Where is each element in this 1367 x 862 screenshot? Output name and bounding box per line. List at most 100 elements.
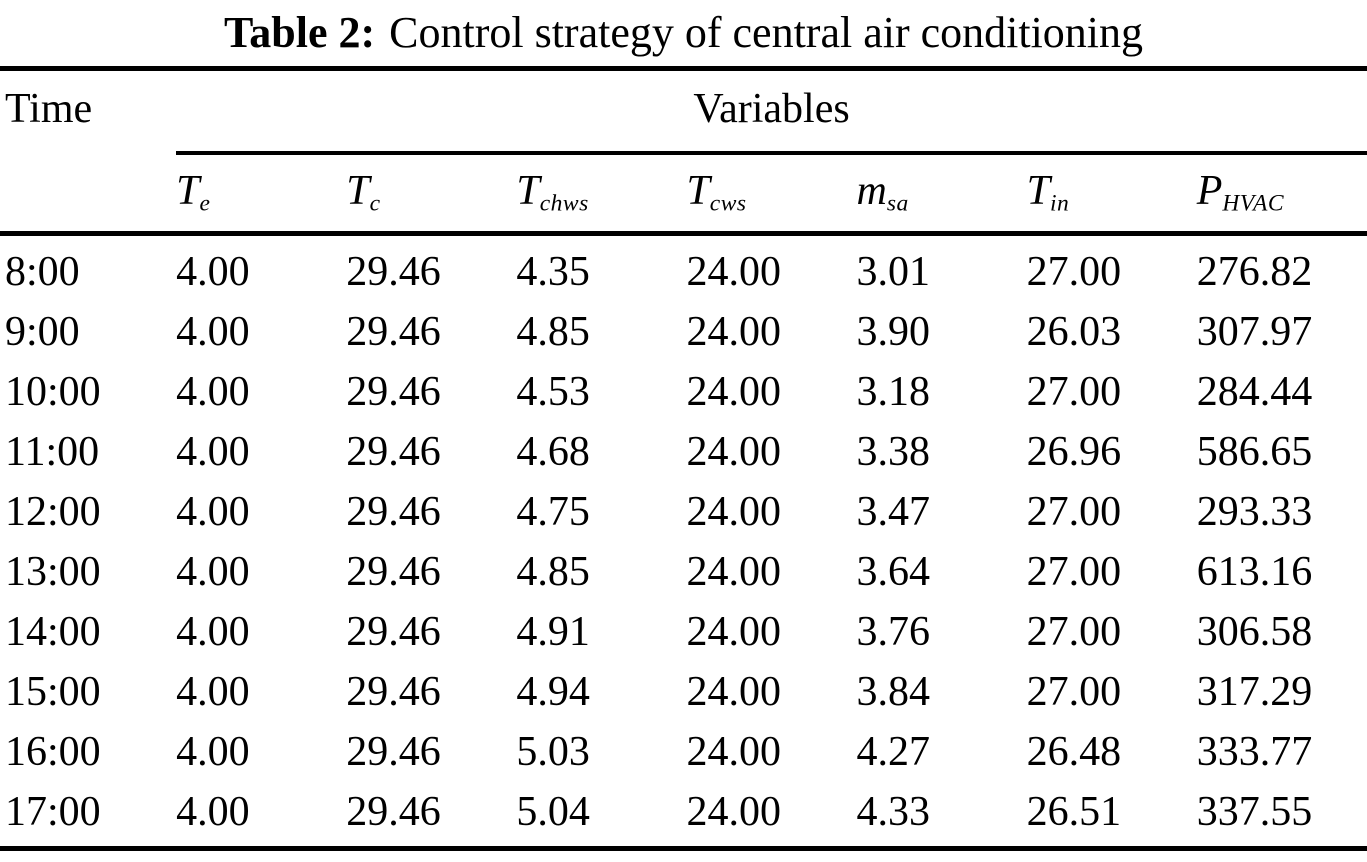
time-column-header: Time: [0, 68, 177, 236]
value-cell: 4.00: [176, 729, 250, 775]
value-cell: 29.46: [346, 489, 441, 535]
value-cell: 3.84: [856, 669, 931, 715]
table-row: 17:00 4.00 29.46 5.04 24.00 4.33 26.51 337.55: [0, 782, 1367, 849]
value-cell: 4.85: [516, 309, 590, 355]
value-cell: 5.04: [516, 789, 590, 835]
table-row: 14:00 4.00 29.46 4.91 24.00 3.76 27.00 306.58: [0, 602, 1367, 662]
value-cell: 24.00: [686, 729, 781, 775]
value-cell: 4.33: [856, 789, 931, 835]
value-cell: 333.77: [1196, 729, 1313, 775]
variable-header-row: Te Tc Tchws Tcws msa Tin PHVAC: [0, 151, 1367, 236]
value-cell: 4.35: [516, 249, 590, 295]
value-cell: 4.75: [516, 489, 590, 535]
value-cell: 3.64: [856, 549, 931, 595]
table-row: 16:00 4.00 29.46 5.03 24.00 4.27 26.48 333.77: [0, 722, 1367, 782]
value-cell: 27.00: [1026, 609, 1122, 655]
column-header-Tin: Tin: [1026, 151, 1197, 236]
value-cell: 24.00: [686, 369, 781, 415]
value-cell: 24.00: [686, 309, 781, 355]
value-cell: 29.46: [346, 549, 441, 595]
value-cell: 29.46: [346, 669, 441, 715]
table-body: 8:00 4.00 29.46 4.35 24.00 3.01 27.00 276.82 9:0…: [0, 234, 1367, 849]
value-cell: 24.00: [686, 249, 781, 295]
value-cell: 24.00: [686, 669, 781, 715]
value-cell: 4.00: [176, 669, 250, 715]
value-cell: 26.96: [1026, 429, 1122, 475]
value-cell: 4.94: [516, 669, 590, 715]
value-cell: 613.16: [1196, 549, 1313, 595]
value-cell: 29.46: [346, 309, 441, 355]
value-cell: 4.27: [856, 729, 931, 775]
column-header-Tchws: Tchws: [516, 151, 687, 236]
value-cell: 4.00: [176, 249, 250, 295]
value-cell: 586.65: [1196, 429, 1313, 475]
time-cell: 14:00: [5, 609, 101, 655]
value-cell: 3.76: [856, 609, 931, 655]
value-cell: 337.55: [1196, 789, 1313, 835]
time-cell: 9:00: [5, 309, 80, 355]
value-cell: 24.00: [686, 429, 781, 475]
column-header-PHVAC: PHVAC: [1196, 151, 1367, 236]
table-row: 10:00 4.00 29.46 4.53 24.00 3.18 27.00 284.44: [0, 362, 1367, 422]
value-cell: 26.03: [1026, 309, 1122, 355]
value-cell: 4.00: [176, 549, 250, 595]
value-cell: 4.91: [516, 609, 590, 655]
value-cell: 24.00: [686, 789, 781, 835]
value-cell: 4.00: [176, 489, 250, 535]
table-header: Time Variables Te Tc Tchws Tcws msa Tin …: [0, 68, 1367, 236]
value-cell: 293.33: [1196, 489, 1313, 535]
column-header-Tcws: Tcws: [686, 151, 857, 236]
value-cell: 29.46: [346, 609, 441, 655]
value-cell: 29.46: [346, 429, 441, 475]
value-cell: 26.51: [1026, 789, 1122, 835]
time-cell: 11:00: [5, 429, 100, 475]
column-header-msa: msa: [856, 151, 1027, 236]
value-cell: 24.00: [686, 489, 781, 535]
value-cell: 3.18: [856, 369, 931, 415]
value-cell: 5.03: [516, 729, 590, 775]
time-cell: 13:00: [5, 549, 101, 595]
table-row: 9:00 4.00 29.46 4.85 24.00 3.90 26.03 307.97: [0, 302, 1367, 362]
value-cell: 4.00: [176, 429, 250, 475]
table-caption: Table 2: Control strategy of central air …: [0, 0, 1367, 66]
control-strategy-table: Time Variables Te Tc Tchws Tcws msa Tin …: [0, 66, 1367, 851]
value-cell: 4.00: [176, 309, 250, 355]
value-cell: 276.82: [1196, 249, 1313, 295]
value-cell: 24.00: [686, 609, 781, 655]
value-cell: 284.44: [1196, 369, 1313, 415]
value-cell: 4.00: [176, 609, 250, 655]
value-cell: 3.01: [856, 249, 931, 295]
value-cell: 3.90: [856, 309, 931, 355]
table-row: 12:00 4.00 29.46 4.75 24.00 3.47 27.00 293.33: [0, 482, 1367, 542]
table-row: 11:00 4.00 29.46 4.68 24.00 3.38 26.96 586.65: [0, 422, 1367, 482]
value-cell: 29.46: [346, 369, 441, 415]
value-cell: 3.38: [856, 429, 931, 475]
time-cell: 16:00: [5, 729, 101, 775]
group-header-row: Time Variables: [0, 68, 1367, 236]
value-cell: 29.46: [346, 729, 441, 775]
value-cell: 29.46: [346, 789, 441, 835]
value-cell: 317.29: [1196, 669, 1313, 715]
value-cell: 4.53: [516, 369, 590, 415]
column-header-Tc: Tc: [346, 151, 517, 236]
time-cell: 12:00: [5, 489, 101, 535]
time-cell: 10:00: [5, 369, 101, 415]
value-cell: 27.00: [1026, 669, 1122, 715]
value-cell: 27.00: [1026, 489, 1122, 535]
value-cell: 27.00: [1026, 549, 1122, 595]
value-cell: 4.68: [516, 429, 590, 475]
value-cell: 3.47: [856, 489, 931, 535]
value-cell: 26.48: [1026, 729, 1122, 775]
value-cell: 24.00: [686, 549, 781, 595]
variables-group-header: Variables: [693, 86, 850, 132]
table-row: 13:00 4.00 29.46 4.85 24.00 3.64 27.00 613.16: [0, 542, 1367, 602]
time-cell: 15:00: [5, 669, 101, 715]
table-caption-text: Control strategy of central air conditio…: [389, 8, 1144, 57]
value-cell: 307.97: [1196, 309, 1313, 355]
value-cell: 306.58: [1196, 609, 1313, 655]
table-caption-number: Table 2:: [223, 8, 376, 57]
time-cell: 17:00: [5, 789, 101, 835]
table-row: 8:00 4.00 29.46 4.35 24.00 3.01 27.00 276.82: [0, 234, 1367, 303]
time-cell: 8:00: [5, 249, 80, 295]
